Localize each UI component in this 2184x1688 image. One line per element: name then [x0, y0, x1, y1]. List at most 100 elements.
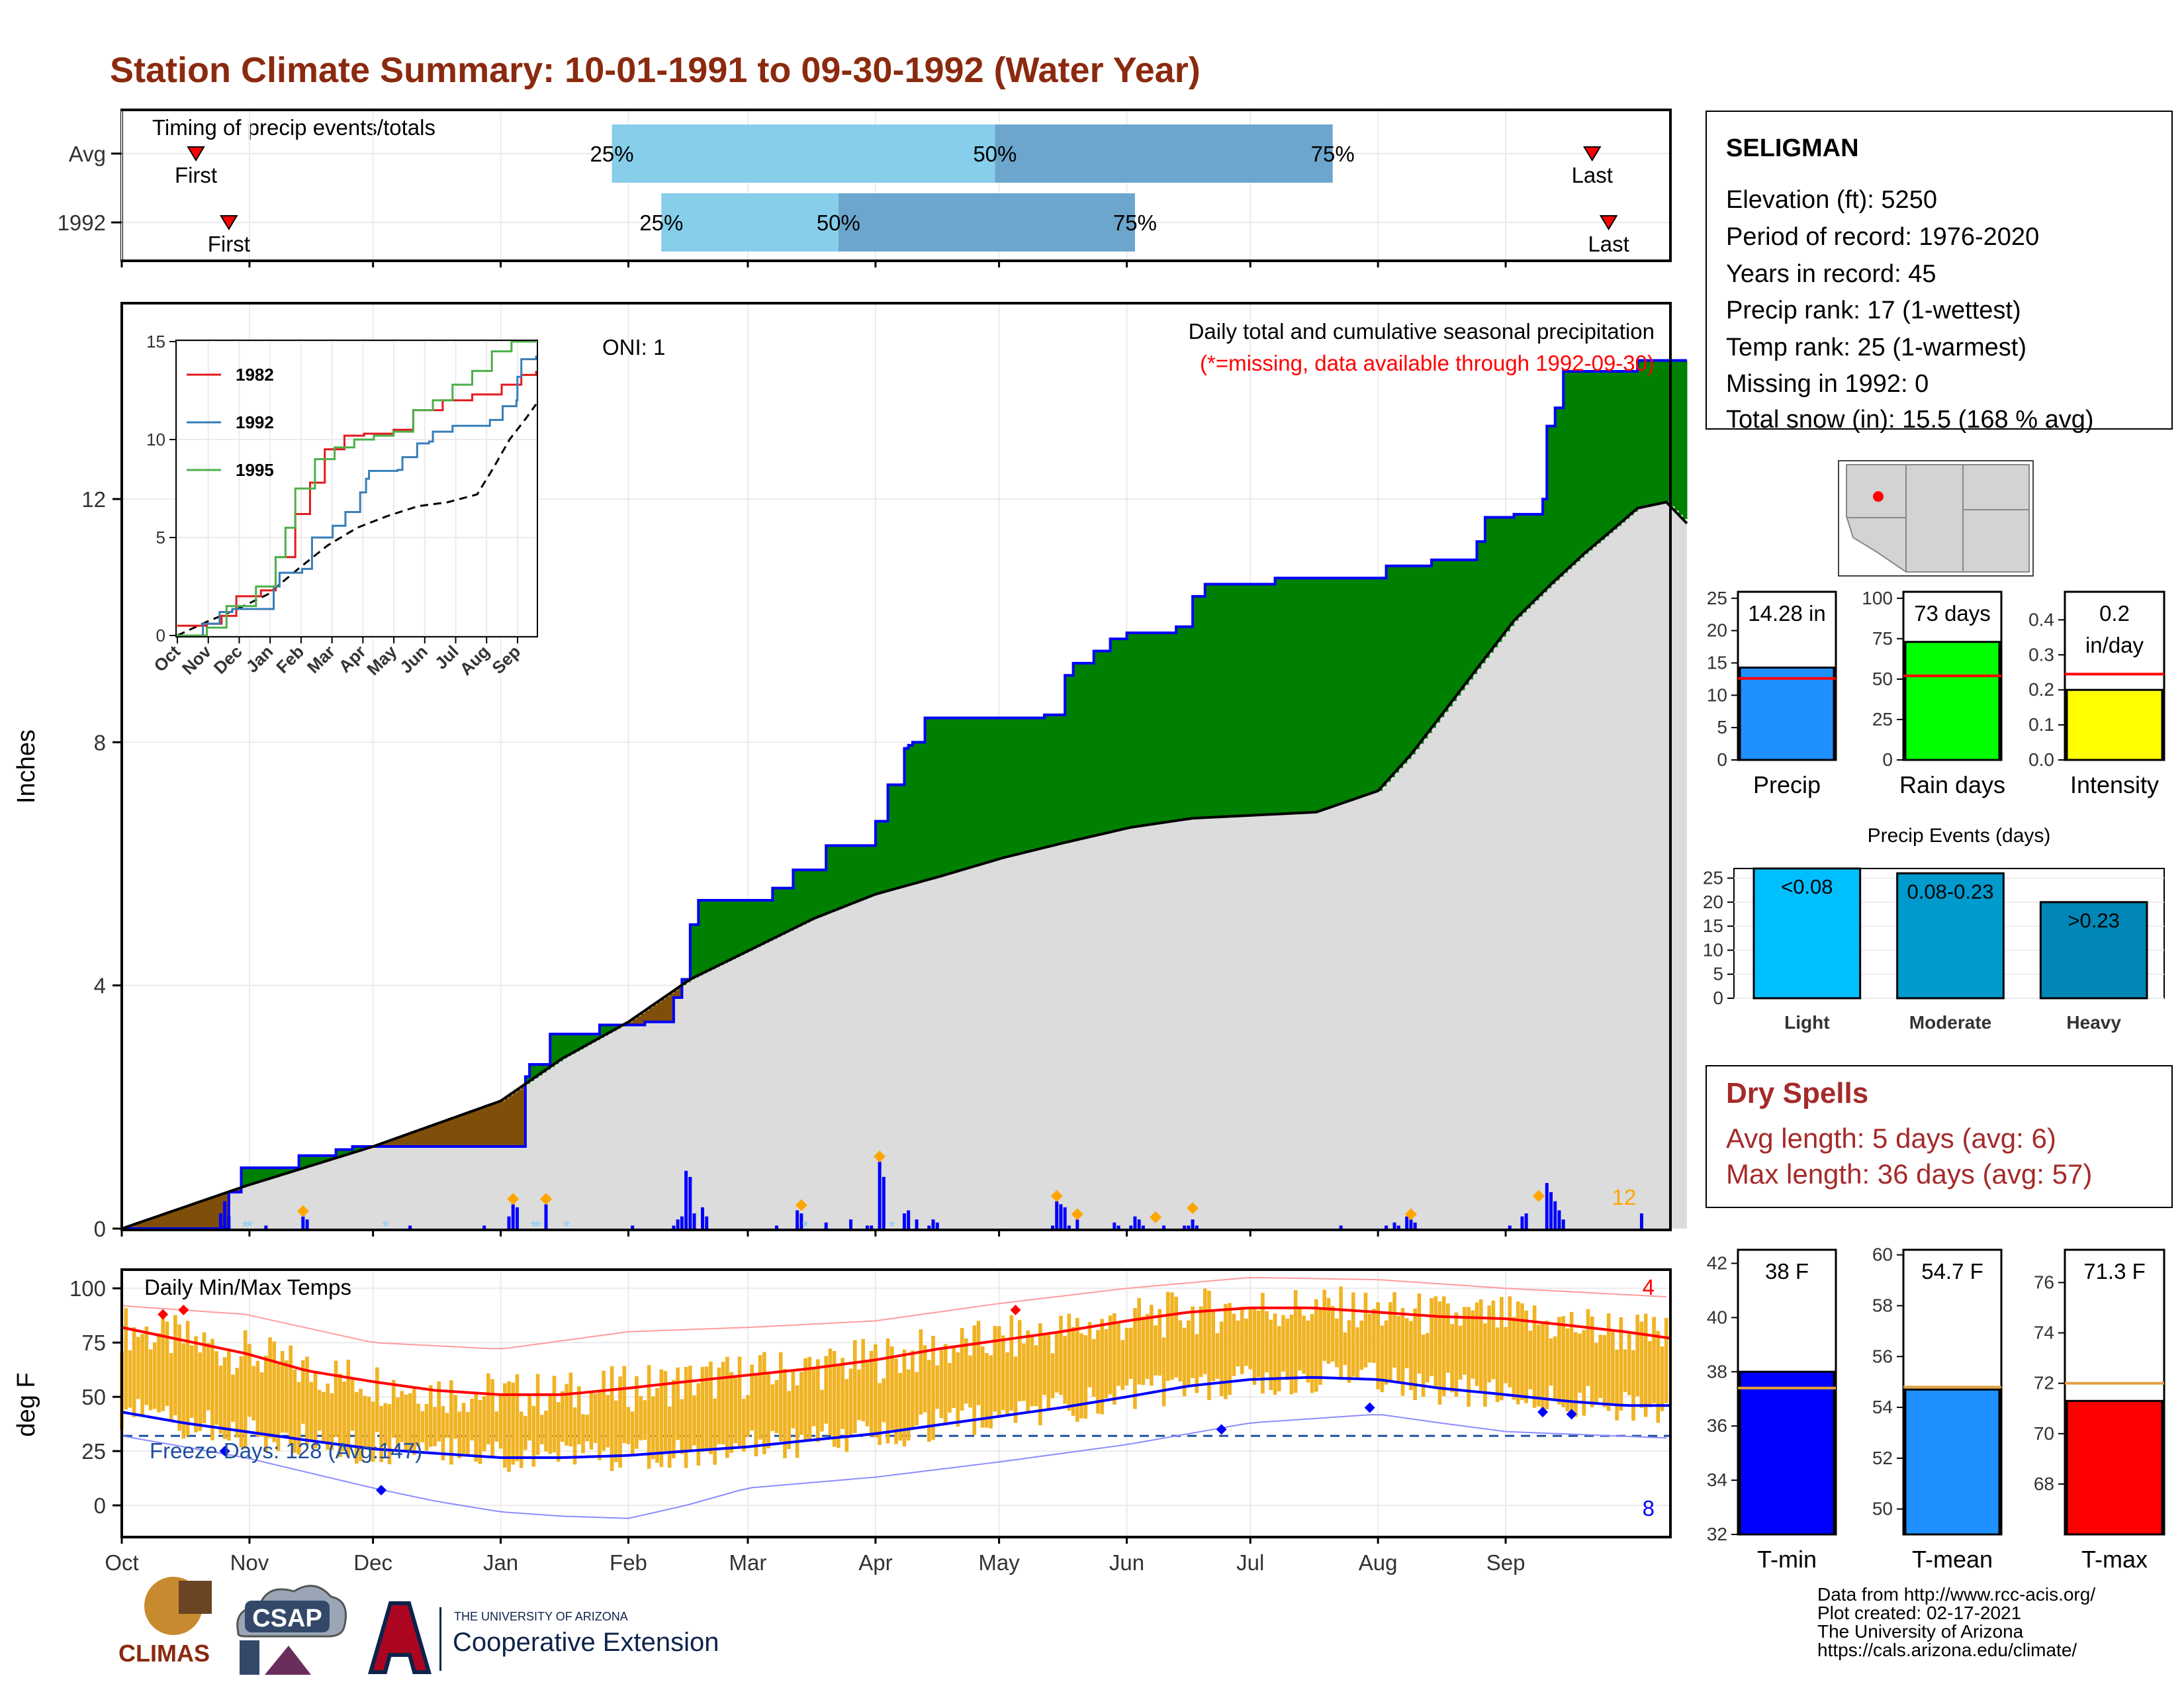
surplus-fill [1464, 559, 1469, 685]
surplus-fill [694, 924, 699, 978]
daily-precip-bar [1063, 1207, 1067, 1229]
surplus-fill [1193, 596, 1197, 819]
daily-temp-bar [1343, 1332, 1347, 1366]
deficit-fill [402, 1136, 407, 1147]
surplus-fill [1184, 626, 1189, 820]
daily-temp-bar [1367, 1313, 1372, 1363]
surplus-fill [1011, 718, 1017, 856]
daily-temp-bar [1574, 1332, 1578, 1417]
surplus-fill [1571, 371, 1576, 565]
surplus-fill [1262, 584, 1267, 815]
csap-logo: CSAP [236, 1585, 347, 1675]
surplus-fill [690, 924, 695, 980]
daily-temp-bar [124, 1308, 128, 1410]
timing-row-label: Avg [69, 142, 106, 166]
summary-y-tick-label: 54 [1872, 1397, 1893, 1417]
daily-precip-bar [1405, 1216, 1409, 1229]
surplus-fill [941, 718, 946, 876]
summary-value-label: 54.7 F [1921, 1259, 1983, 1284]
map-borders [1846, 465, 2029, 572]
timing-panel: Timing of precip events/totals Avg 25% 50%… [58, 109, 1672, 267]
daily-temp-bar [1541, 1321, 1545, 1415]
daily-temp-bar [248, 1344, 251, 1417]
surplus-fill [813, 870, 819, 919]
daily-temp-bar [874, 1344, 878, 1438]
daily-temp-bar [354, 1391, 359, 1464]
surplus-fill [842, 845, 847, 908]
daily-temp-bar [989, 1355, 993, 1429]
daily-temp-bar [684, 1367, 688, 1468]
surplus-fill [1621, 371, 1626, 523]
surplus-fill [1559, 408, 1564, 577]
record-high-line [121, 1277, 1666, 1350]
timing-bar-25-50 [612, 124, 995, 183]
surplus-fill [1093, 651, 1099, 836]
surplus-fill [315, 1155, 320, 1164]
surplus-fill [917, 742, 921, 883]
inset-y-tick-label: 15 [146, 332, 165, 352]
daily-precip-bar [1545, 1183, 1549, 1229]
daily-precip-bar [935, 1222, 939, 1229]
daily-precip-bar [796, 1210, 799, 1229]
surplus-fill [1617, 371, 1621, 526]
daily-temp-bar [593, 1393, 598, 1443]
surplus-fill [789, 888, 794, 931]
summary-y-tick-label: 10 [1707, 684, 1727, 705]
daily-precip-bar [915, 1219, 919, 1229]
snow-markers: ** * ** * * * [242, 1217, 895, 1237]
daily-temp-bar [461, 1403, 466, 1454]
station-frame [1706, 111, 2173, 430]
surplus-fill [834, 845, 839, 911]
surplus-fill [595, 1034, 600, 1041]
surplus-fill [1588, 371, 1593, 551]
surplus-fill [583, 1034, 588, 1047]
deficit-fill [134, 1224, 139, 1229]
daily-precip-bar [507, 1216, 511, 1229]
surplus-fill [805, 870, 810, 923]
daily-temp-bar [1648, 1340, 1652, 1407]
daily-temp-bar [1293, 1289, 1298, 1393]
precip-difference-fill [126, 360, 1688, 1229]
surplus-fill [954, 718, 958, 872]
surplus-fill [1254, 584, 1259, 816]
daily-temp-bar [766, 1372, 770, 1449]
daily-temp-bar [367, 1397, 371, 1448]
daily-temp-bar [1392, 1292, 1396, 1368]
daily-temp-bar [375, 1367, 379, 1432]
daily-temp-bar [857, 1369, 861, 1421]
daily-temp-bar [272, 1341, 277, 1442]
daily-temp-bar [1228, 1303, 1232, 1395]
surplus-fill [900, 784, 905, 888]
events-bars: 0 5 10 15 20 25 <0.08 Light 0.08-0.23 Moderate >0.… [1703, 867, 2165, 1033]
daily-temp-bar [317, 1389, 322, 1431]
surplus-fill [1649, 360, 1655, 506]
temp-panel: Oct Nov Dec Jan Feb Mar Apr May Jun Jul Aug Sep 0 25 5… [13, 1268, 1672, 1575]
daily-temp-bar [1463, 1307, 1467, 1375]
ua-a-logo [368, 1601, 432, 1674]
daily-temp-bar [1302, 1315, 1306, 1374]
surplus-fill [1283, 578, 1288, 814]
summary-bar [1739, 1370, 1835, 1536]
snow-marker: * [246, 1217, 253, 1237]
daily-temp-bar [956, 1352, 960, 1427]
precip-y-tick-label: 12 [81, 487, 106, 512]
deficit-fill [649, 1008, 654, 1022]
daily-temp-bar [227, 1350, 231, 1441]
daily-temp-bar [1409, 1321, 1413, 1390]
daily-temp-bar [511, 1382, 516, 1465]
daily-temp-bar [1660, 1346, 1664, 1411]
month-tick-label: Feb [610, 1550, 647, 1575]
surplus-fill [307, 1155, 312, 1167]
timing-p50-label: 50% [973, 142, 1017, 166]
snow-marker: * [382, 1217, 388, 1237]
dry-spells-title: Dry Spells [1726, 1077, 1868, 1109]
surplus-fill [764, 900, 769, 943]
daily-temp-bar [832, 1350, 837, 1447]
daily-temp-bar [144, 1327, 149, 1405]
daily-temp-bar [322, 1391, 326, 1442]
daily-temp-bar [342, 1381, 346, 1452]
daily-temp-bar [915, 1372, 919, 1426]
daily-temp-bar [1582, 1330, 1586, 1416]
summary-y-tick-label: 68 [2034, 1474, 2054, 1494]
surplus-fill [784, 888, 790, 933]
